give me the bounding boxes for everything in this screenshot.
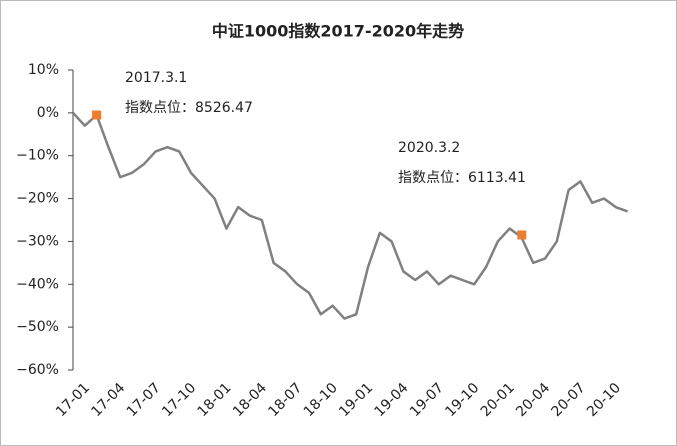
annotation-date: 2020.3.2	[398, 140, 460, 156]
y-tick-label: −40%	[16, 276, 59, 292]
annotation-label: 指数点位：8526.47	[125, 100, 253, 116]
y-tick-label: −10%	[16, 148, 59, 164]
y-tick-label: −20%	[16, 191, 59, 207]
y-tick-label: −60%	[16, 362, 59, 378]
annotation-date: 2017.3.1	[125, 70, 187, 86]
chart-title: 中证1000指数2017-2020年走势	[212, 22, 464, 41]
marker	[517, 230, 527, 240]
marker	[92, 110, 102, 120]
line	[72, 112, 629, 320]
annotation-label: 指数点位：6113.41	[398, 170, 526, 186]
y-tick-label: −30%	[16, 233, 59, 249]
y-tick-label: 10%	[28, 62, 59, 78]
y-tick-label: 0%	[37, 105, 59, 121]
y-tick-label: −50%	[16, 319, 59, 335]
